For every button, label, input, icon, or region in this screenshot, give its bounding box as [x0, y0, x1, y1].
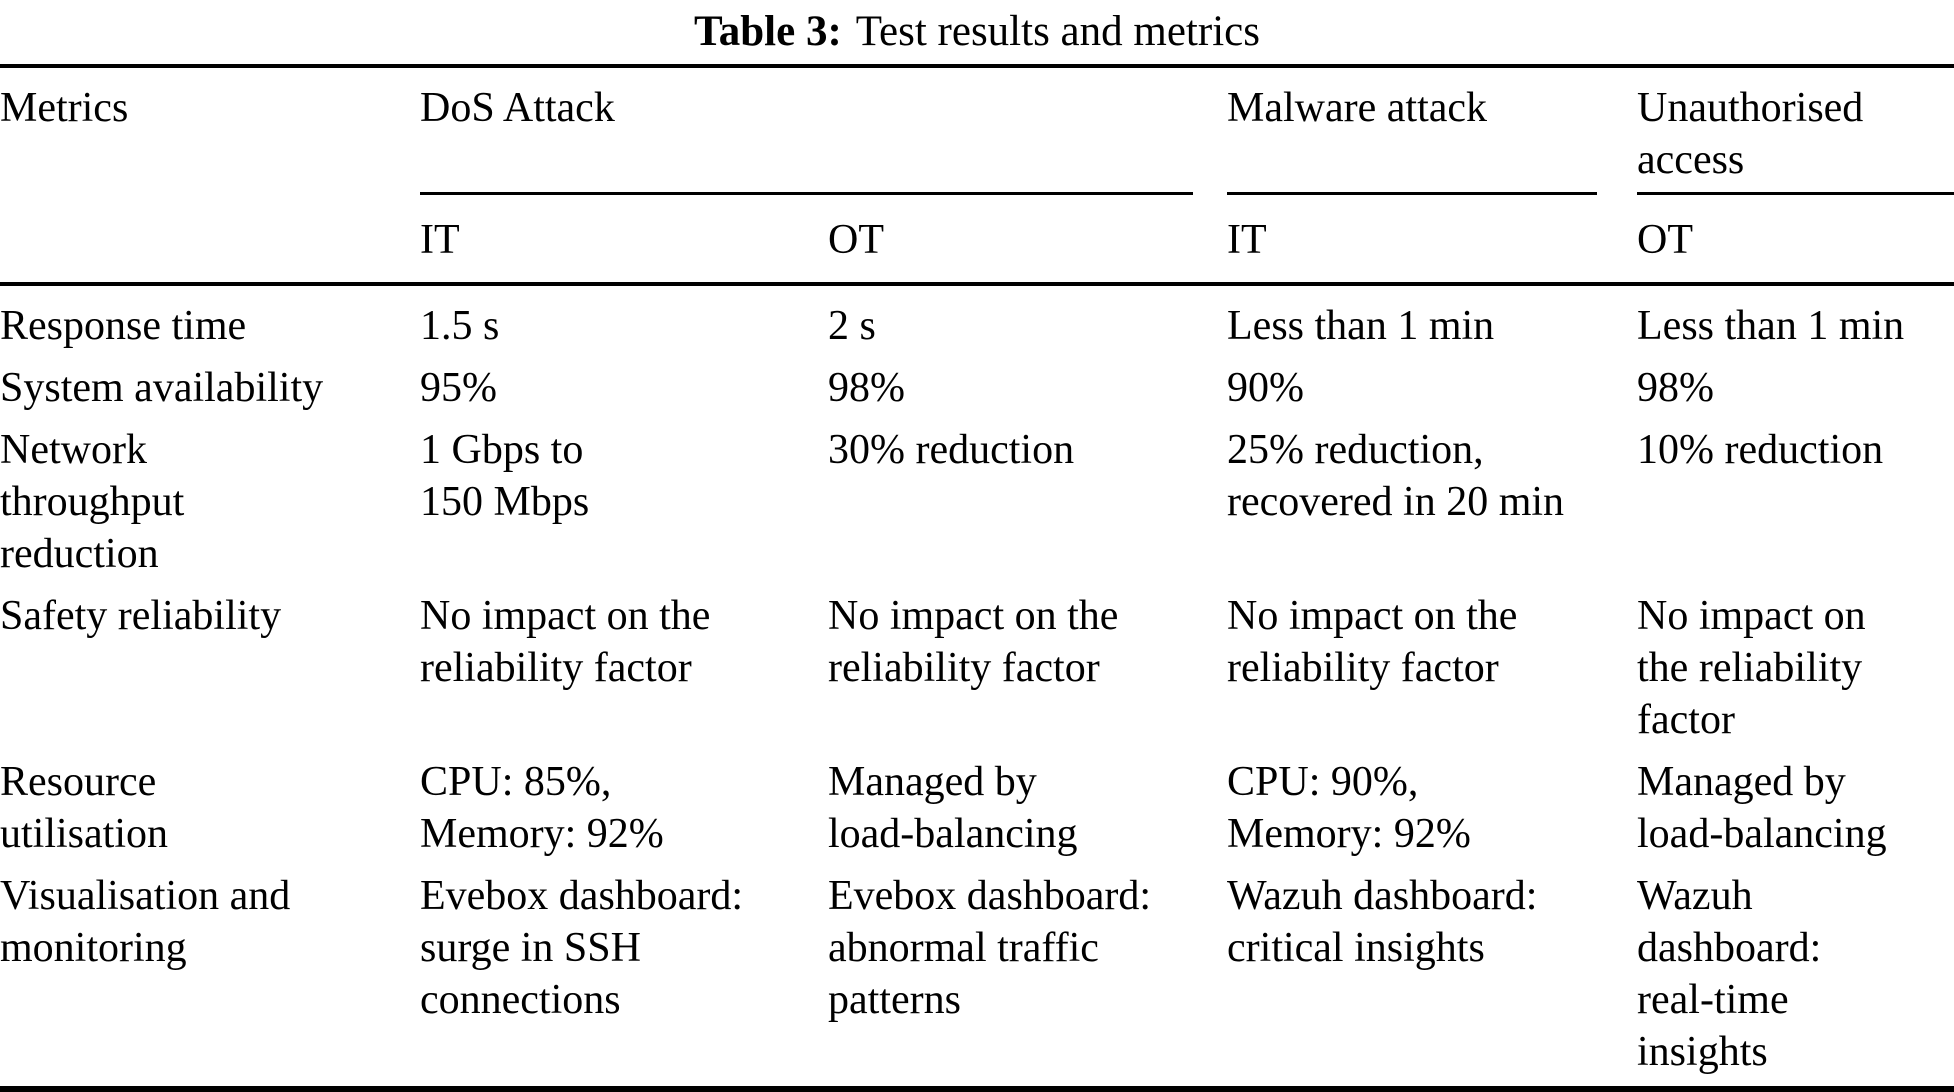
value-cell: 95% — [420, 365, 497, 411]
metric-label: Safety reliability — [0, 593, 282, 639]
value-cell: 1.5 s — [420, 303, 500, 349]
value-cell: Less than 1 min — [1227, 303, 1495, 349]
value-cell: 1 Gbps to 150 Mbps — [420, 427, 590, 525]
metric-label: Visualisation and monitoring — [0, 873, 291, 971]
value-cell: Wazuh dashboard: real-time insights — [1637, 873, 1822, 1075]
table-caption-title: Test results and metrics — [855, 8, 1260, 55]
value-cell: Wazuh dashboard: critical insights — [1227, 873, 1538, 971]
value-cell: 25% reduction, recovered in 20 min — [1227, 427, 1565, 525]
value-cell: CPU: 90%, Memory: 92% — [1227, 759, 1471, 857]
value-cell: CPU: 85%, Memory: 92% — [420, 759, 664, 857]
value-cell: Less than 1 min — [1637, 303, 1905, 349]
rule-cell-dos — [420, 186, 1227, 202]
table-caption-label: Table 3: — [694, 8, 842, 55]
group-header-unauthorised-access: Unauthorised access — [1637, 85, 1864, 183]
cmidrule-unauthorised — [1637, 192, 1954, 195]
column-header-metrics: Metrics — [0, 85, 129, 131]
value-cell: No impact on the reliability factor — [1227, 593, 1518, 691]
value-cell: 90% — [1227, 365, 1305, 411]
table-row-network-throughput: Network throughput reduction 1 Gbps to 1… — [0, 419, 1954, 585]
cmidrule-malware — [1227, 192, 1598, 195]
value-cell: No impact on the reliability factor — [828, 593, 1119, 691]
value-cell: Evebox dashboard: abnormal traffic patte… — [828, 873, 1152, 1023]
group-header-malware-attack: Malware attack — [1227, 85, 1488, 131]
value-cell: 98% — [1637, 365, 1715, 411]
value-cell: Managed by load-balancing — [828, 759, 1078, 857]
rule-cell-malware — [1227, 186, 1637, 202]
value-cell: 30% reduction — [828, 427, 1075, 473]
subheader-dos-it: IT — [420, 202, 828, 286]
rule-spacer — [0, 186, 420, 202]
group-rule-row — [0, 186, 1954, 202]
value-cell: Evebox dashboard: surge in SSH connectio… — [420, 873, 744, 1023]
header-row-groups: Metrics DoS Attack Malware attack Unauth… — [0, 66, 1954, 186]
value-cell: 98% — [828, 365, 905, 411]
header-row-subcolumns: IT OT IT OT — [0, 202, 1954, 286]
value-cell: No impact on the reliability factor — [1637, 593, 1866, 743]
cmidrule-dos — [420, 192, 1194, 195]
subheader-empty — [0, 202, 420, 286]
value-cell: 2 s — [828, 303, 876, 349]
table-caption: Table 3: Test results and metrics — [0, 5, 1954, 58]
table-row-safety-reliability: Safety reliability No impact on the reli… — [0, 585, 1954, 751]
rule-cell-unauthorised — [1637, 186, 1954, 202]
metric-label: Resource utilisation — [0, 759, 168, 857]
metric-label: System availability — [0, 365, 324, 411]
table-row-system-availability: System availability 95% 98% 90% 98% — [0, 357, 1954, 419]
subheader-dos-ot: OT — [828, 202, 1228, 286]
subheader-malware-it: IT — [1227, 202, 1638, 286]
value-cell: 10% reduction — [1637, 427, 1884, 473]
value-cell: Managed by load-balancing — [1637, 759, 1887, 857]
metric-label: Response time — [0, 303, 247, 349]
table-row-resource-utilisation: Resource utilisation CPU: 85%, Memory: 9… — [0, 751, 1954, 865]
subheader-unauthorised-ot: OT — [1637, 202, 1954, 286]
table-row-visualisation-monitoring: Visualisation and monitoring Evebox dash… — [0, 865, 1954, 1090]
value-cell: No impact on the reliability factor — [420, 593, 711, 691]
table-row-response-time: Response time 1.5 s 2 s Less than 1 min … — [0, 284, 1954, 357]
metric-label: Network throughput reduction — [0, 427, 185, 577]
group-header-dos-attack: DoS Attack — [420, 85, 615, 131]
results-table: Metrics DoS Attack Malware attack Unauth… — [0, 64, 1954, 1092]
